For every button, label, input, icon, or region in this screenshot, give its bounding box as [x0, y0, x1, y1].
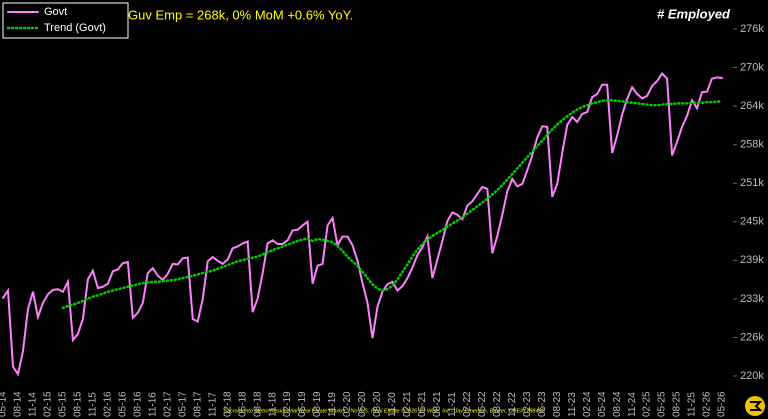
x-tick-label: 05-23 [537, 391, 548, 417]
footer: Sacramento Metro Residential Real Estate… [223, 407, 545, 414]
x-tick-label: 02-21 [402, 391, 413, 417]
x-tick-label: 05-19 [297, 391, 308, 417]
logo [745, 396, 765, 416]
x-tick-label: 08-25 [672, 391, 683, 417]
x-tick-label: 05-16 [117, 391, 128, 417]
y-tick-label: 251k [740, 177, 764, 189]
x-tick-label: 11-18 [267, 392, 278, 417]
x-tick-label: 02-19 [282, 391, 293, 417]
y-tick-label: 264k [740, 100, 764, 112]
x-tick-label: 08-24 [612, 391, 623, 417]
x-tick-label: 02-18 [222, 391, 233, 417]
x-tick-label: 05-26 [717, 391, 728, 417]
x-tick-label: 08-23 [552, 391, 563, 417]
x-tick-label: 05-22 [477, 391, 488, 417]
x-tick-label: 05-25 [657, 391, 668, 417]
x-tick-label: 11-22 [507, 392, 518, 417]
x-tick-label: 08-21 [432, 391, 443, 417]
x-tick-label: 02-26 [702, 391, 713, 417]
x-tick-label: 05-17 [177, 391, 188, 417]
x-tick-label: 02-22 [462, 391, 473, 417]
y-tick-label: 245k [740, 216, 764, 228]
y-tick-label: 270k [740, 61, 764, 73]
x-tick-label: 11-14 [28, 392, 39, 417]
series-line [61, 99, 724, 310]
x-tick-label: 08-15 [73, 391, 84, 417]
x-tick-label: 11-24 [627, 392, 638, 417]
x-tick-label: 08-18 [252, 391, 263, 417]
x-tick-label: 08-20 [372, 391, 383, 417]
x-tick-label: 05-14 [0, 391, 9, 417]
annotation: Guv Emp = 268k, 0% MoM +0.6% YoY. [128, 7, 353, 22]
legend-label: Trend (Govt) [44, 22, 106, 34]
x-tick-label: 02-16 [102, 391, 113, 417]
x-tick-label: 11-20 [387, 392, 398, 417]
x-tick-label: 08-16 [132, 391, 143, 417]
x-tick-label: 11-15 [88, 392, 99, 417]
x-tick-label: 11-21 [447, 392, 458, 417]
legend-label: Govt [44, 6, 67, 18]
x-tick-label: 02-20 [342, 391, 353, 417]
x-tick-label: 08-22 [492, 391, 503, 417]
y-tick-label: 239k [740, 254, 764, 266]
x-tick-label: 05-20 [357, 391, 368, 417]
y-axis-title: # Employed [657, 6, 731, 21]
x-tick-label: 05-21 [417, 391, 428, 417]
x-tick-label: 02-23 [522, 391, 533, 417]
x-tick-label: 08-19 [312, 391, 323, 417]
x-tick-label: 08-17 [192, 391, 203, 417]
y-tick-label: 226k [740, 331, 764, 343]
x-tick-label: 11-25 [687, 392, 698, 417]
legend-box [2, 2, 129, 39]
y-tick-label: 258k [740, 139, 764, 151]
x-tick-label: 02-25 [642, 391, 653, 417]
x-tick-label: 11-19 [327, 392, 338, 417]
x-tick-label: 05-18 [237, 391, 248, 417]
x-tick-label: 11-23 [567, 392, 578, 417]
x-tick-label: 05-24 [597, 391, 608, 417]
x-tick-label: 08-14 [13, 391, 24, 417]
x-tick-label: 02-17 [162, 391, 173, 417]
x-tick-label: 02-24 [582, 391, 593, 417]
y-tick-label: 220k [740, 370, 764, 382]
x-tick-label: 02-15 [43, 391, 54, 417]
x-tick-label: 11-17 [207, 392, 218, 417]
y-tick-label: 276k [740, 23, 764, 35]
x-tick-label: 05-15 [58, 391, 69, 417]
x-tick-label: 11-16 [147, 392, 158, 417]
y-tick-label: 233k [740, 293, 764, 305]
series-line [2, 72, 723, 377]
